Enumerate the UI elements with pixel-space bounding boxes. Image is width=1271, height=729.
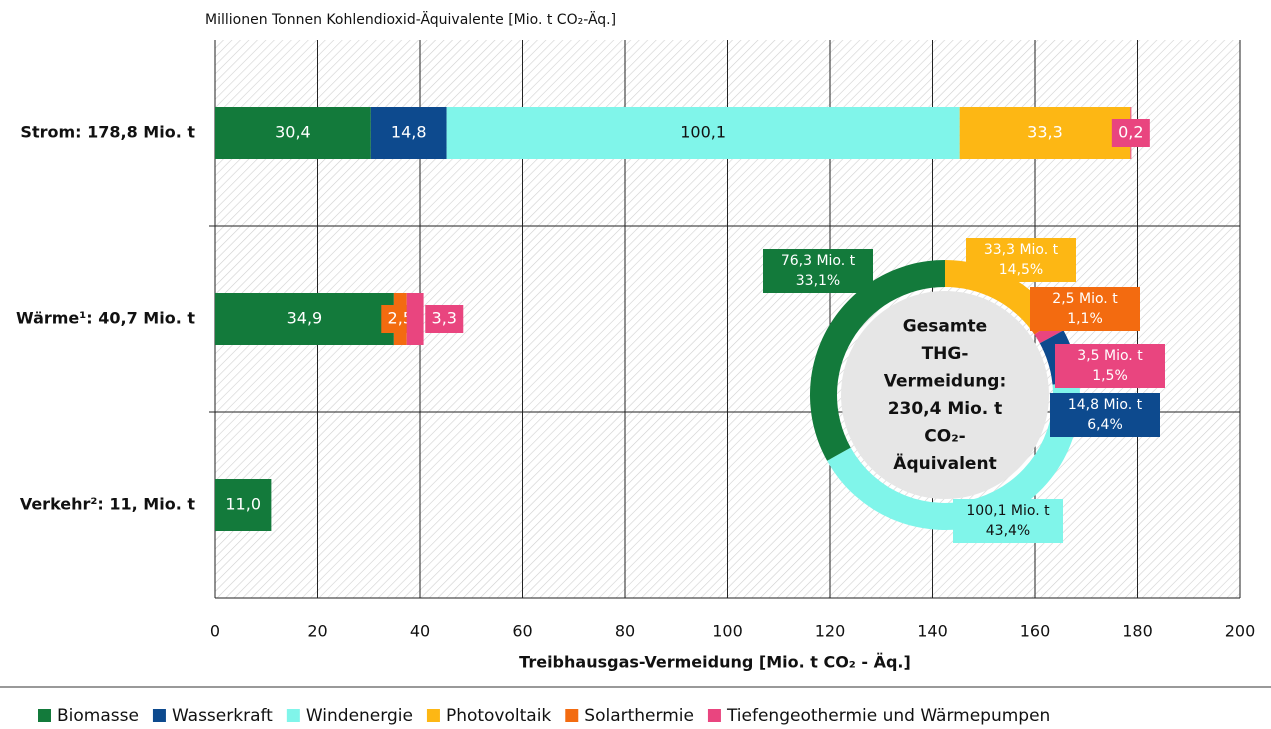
center-label: CO₂- — [924, 426, 965, 446]
data-label-box — [763, 249, 873, 293]
center-label: Äquivalent — [893, 452, 996, 474]
y-tick-label: Strom: 178,8 Mio. t — [20, 123, 195, 142]
data-label: 33,3 Mio. t — [984, 242, 1059, 258]
bar-segment — [959, 107, 1131, 159]
x-tick-label: 200 — [1225, 622, 1256, 641]
x-tick-label: 0 — [210, 622, 220, 641]
legend-label: Wasserkraft — [172, 706, 273, 726]
x-tick-label: 120 — [815, 622, 846, 641]
data-label-box — [1055, 344, 1165, 388]
data-label-box — [425, 305, 464, 333]
x-tick-label: 80 — [615, 622, 635, 641]
data-label: 2,5 Mio. t — [1052, 291, 1118, 307]
legend-swatch — [707, 709, 721, 722]
x-tick-label: 40 — [410, 622, 430, 641]
data-label: 30,4 — [275, 123, 311, 142]
donut-center — [841, 291, 1049, 499]
bar-segment — [215, 107, 371, 159]
data-label: 100,1 — [680, 123, 726, 142]
data-label: 76,3 Mio. t — [781, 253, 856, 269]
data-label: 14,5% — [999, 262, 1043, 278]
bar-segment — [215, 293, 394, 345]
center-label: THG- — [922, 344, 969, 364]
data-label: 3,5 Mio. t — [1077, 348, 1143, 364]
x-tick-label: 60 — [512, 622, 532, 641]
data-label: 14,8 — [391, 123, 427, 142]
bar-segment — [406, 293, 424, 345]
legend-swatch — [426, 709, 440, 722]
legend-label: Windenergie — [306, 706, 413, 726]
data-label-box — [1030, 287, 1140, 331]
y-tick-label: Verkehr²: 11, Mio. t — [20, 495, 196, 514]
data-label: 6,4% — [1087, 417, 1123, 433]
data-label: 0,2 — [1118, 123, 1143, 142]
x-axis-title: Treibhausgas-Vermeidung [Mio. t CO₂ - Äq… — [519, 653, 911, 672]
data-label: 33,1% — [796, 273, 840, 289]
data-label: 3,3 — [432, 309, 457, 328]
bar-segment — [446, 107, 960, 159]
data-label: 100,1 Mio. t — [966, 503, 1050, 519]
data-label: 43,4% — [986, 523, 1030, 539]
legend-swatch — [152, 709, 166, 722]
x-tick-label: 140 — [917, 622, 948, 641]
x-tick-label: 20 — [307, 622, 327, 641]
legend-label: Tiefengeothermie und Wärmepumpen — [726, 706, 1050, 726]
data-label: 34,9 — [287, 309, 323, 328]
legend-label: Biomasse — [57, 706, 139, 726]
data-label-box — [1050, 393, 1160, 437]
data-label-box — [953, 499, 1063, 543]
center-label: Gesamte — [903, 316, 987, 336]
data-label-box — [1111, 119, 1150, 147]
data-label: 1,1% — [1067, 311, 1103, 327]
data-label: 11,0 — [225, 495, 261, 514]
donut-segment — [810, 260, 945, 461]
legend-label: Photovoltaik — [446, 706, 551, 726]
data-label: 1,5% — [1092, 368, 1128, 384]
center-label: Vermeidung: — [884, 371, 1007, 391]
legend-label: Solarthermie — [584, 706, 694, 726]
x-tick-label: 180 — [1122, 622, 1153, 641]
bar-segment — [215, 479, 272, 531]
donut-segment — [827, 382, 1081, 531]
legend-swatch — [38, 709, 51, 722]
data-label-box — [966, 238, 1076, 282]
y-tick-label: Wärme¹: 40,7 Mio. t — [16, 309, 195, 328]
bar-segment — [370, 107, 447, 159]
x-tick-label: 100 — [712, 622, 743, 641]
data-label: 14,8 Mio. t — [1068, 397, 1143, 413]
legend-swatch — [286, 709, 300, 722]
center-label: 230,4 Mio. t — [888, 399, 1003, 419]
legend-swatch — [565, 709, 579, 722]
x-tick-label: 160 — [1020, 622, 1051, 641]
unit-label: Millionen Tonnen Kohlendioxid-Äquivalent… — [205, 10, 616, 28]
data-label: 33,3 — [1027, 123, 1063, 142]
data-label: 2,5 — [388, 309, 413, 328]
